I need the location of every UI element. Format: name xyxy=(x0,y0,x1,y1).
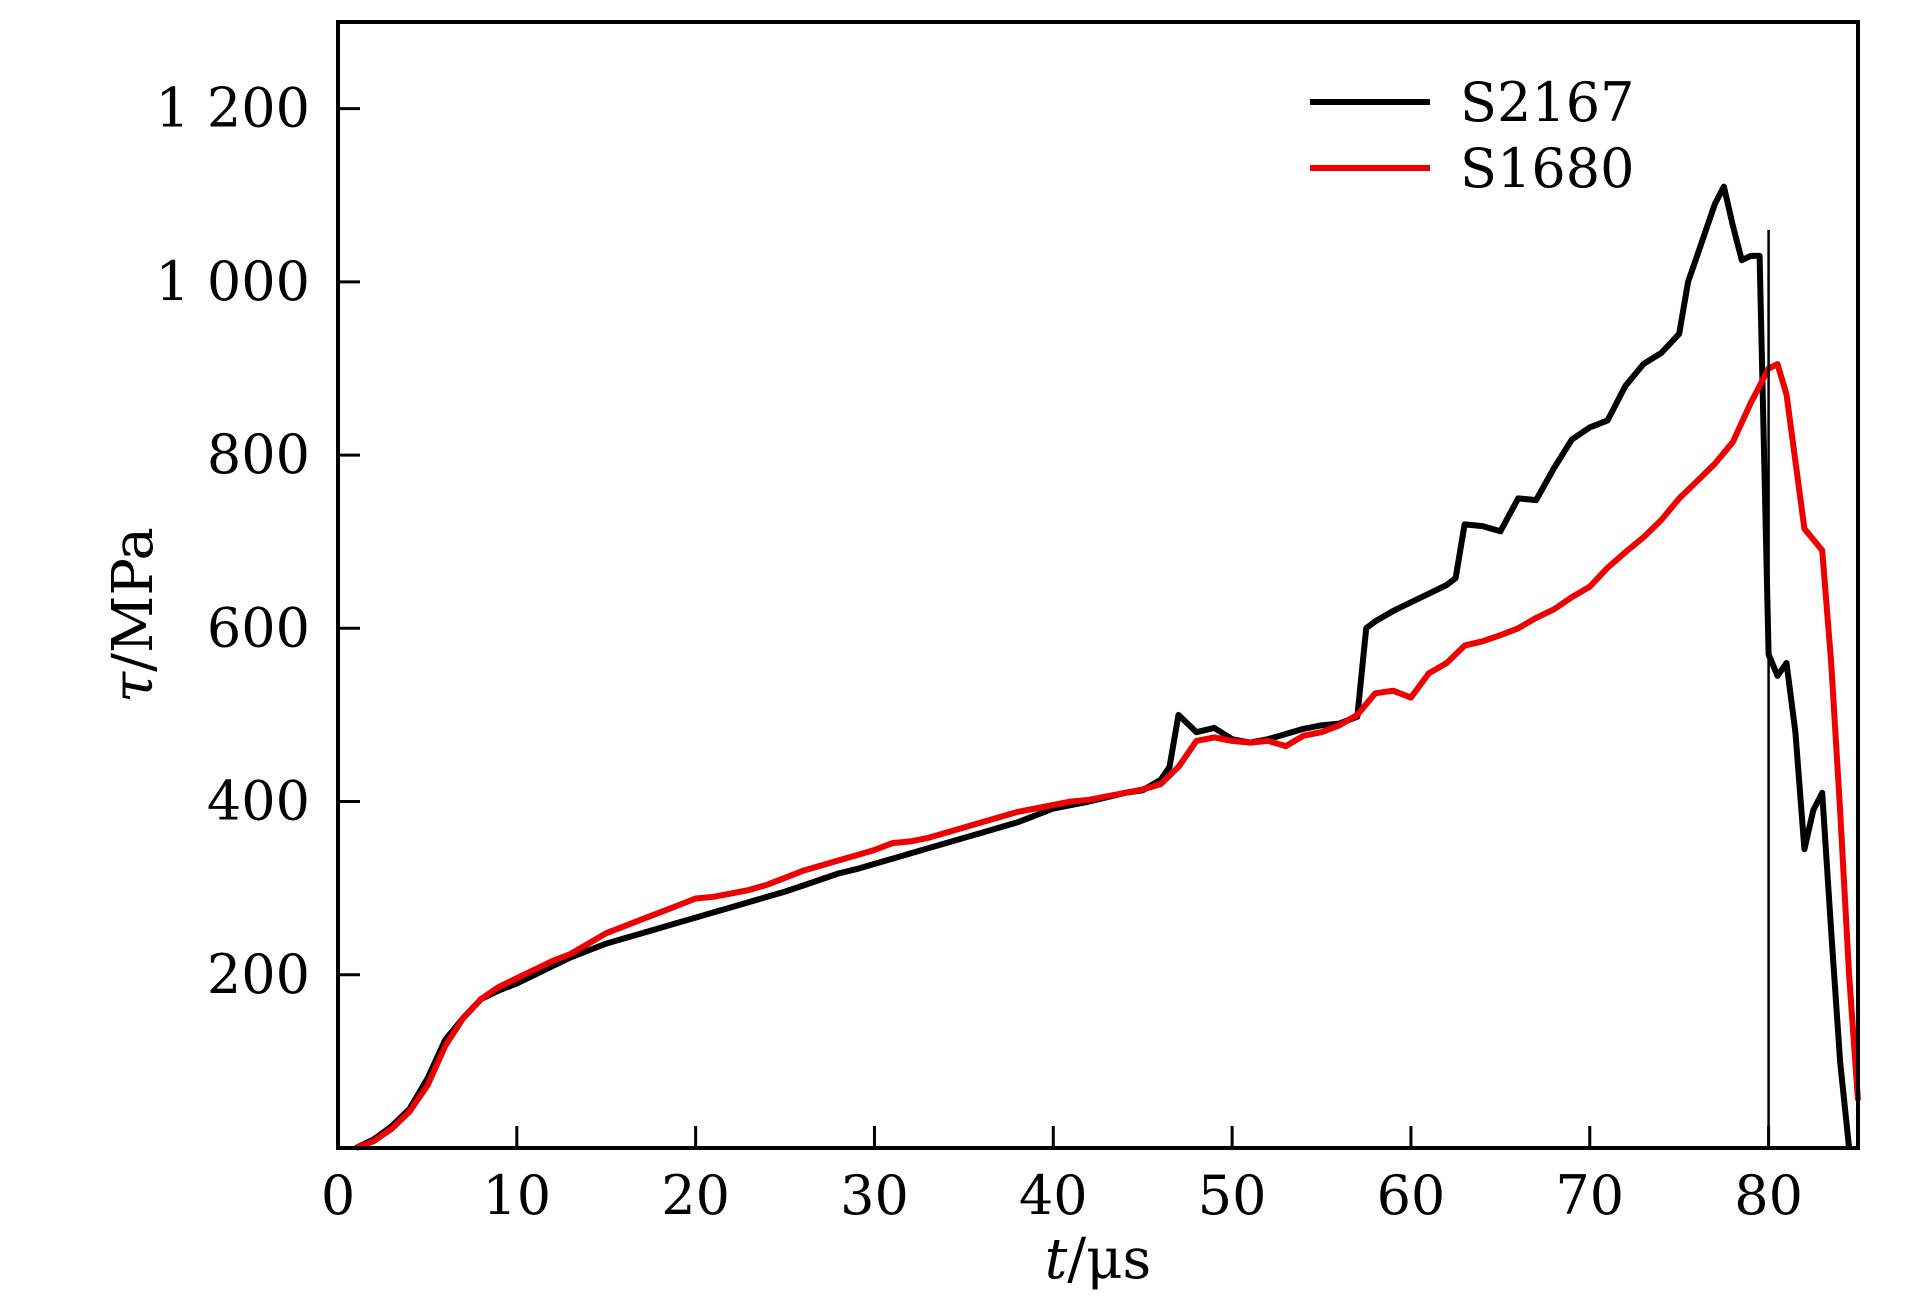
x-axis-label: t/μs xyxy=(1045,1227,1152,1292)
y-tick-label: 1 000 xyxy=(155,250,310,313)
series-line-s2167 xyxy=(354,183,1853,1151)
axis-ticks: 0 10 20 30 40 50 60 70 80 200 400 600 800 1 000 1 200 xyxy=(155,77,1803,1227)
x-tick-label: 80 xyxy=(1734,1164,1803,1227)
y-axis-variable: τ xyxy=(101,671,166,703)
plot-area-frame xyxy=(336,20,1860,1150)
legend-label-s2167: S2167 xyxy=(1460,71,1634,134)
x-tick-label: 60 xyxy=(1377,1164,1446,1227)
x-tick-label: 0 xyxy=(321,1164,355,1227)
series-line-s1680 xyxy=(354,361,1861,1151)
legend: S2167 S1680 xyxy=(1310,71,1634,200)
y-axis-label: τ/MPa xyxy=(101,527,166,703)
x-tick-label: 40 xyxy=(1019,1164,1088,1227)
x-tick-label: 30 xyxy=(840,1164,909,1227)
x-axis-unit: /μs xyxy=(1067,1227,1151,1292)
y-tick-label: 800 xyxy=(207,423,310,486)
y-axis-unit: /MPa xyxy=(101,527,166,672)
x-tick-label: 50 xyxy=(1198,1164,1267,1227)
legend-label-s1680: S1680 xyxy=(1460,137,1634,200)
series-layer xyxy=(354,183,1861,1151)
x-tick-label: 70 xyxy=(1555,1164,1624,1227)
y-tick-label: 200 xyxy=(207,943,310,1006)
y-tick-label: 1 200 xyxy=(155,77,310,140)
x-tick-label: 10 xyxy=(482,1164,551,1227)
x-axis-variable: t xyxy=(1045,1227,1068,1292)
y-tick-label: 600 xyxy=(207,596,310,659)
x-tick-label: 20 xyxy=(661,1164,730,1227)
y-tick-label: 400 xyxy=(207,770,310,833)
